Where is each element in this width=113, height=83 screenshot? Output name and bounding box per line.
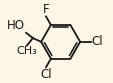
Text: Cl: Cl — [40, 68, 51, 81]
Text: CH₃: CH₃ — [16, 46, 37, 56]
Text: F: F — [42, 3, 49, 16]
Text: HO: HO — [7, 19, 25, 32]
Text: Cl: Cl — [90, 35, 102, 48]
